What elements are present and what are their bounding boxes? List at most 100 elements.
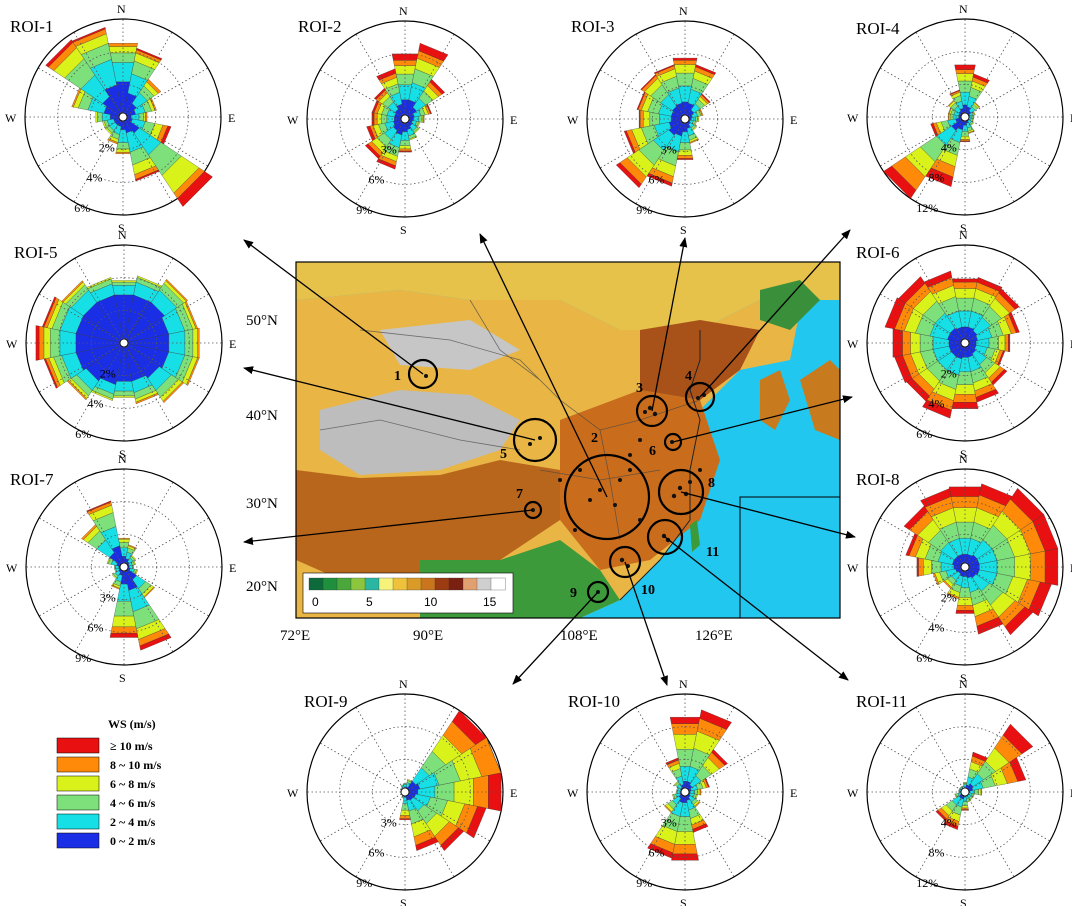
rose-segment <box>110 52 136 63</box>
rose-cardinal-E: E <box>510 786 517 800</box>
rose-segment <box>961 785 965 788</box>
rose-segment <box>135 169 160 182</box>
roi-circle-1 <box>407 358 439 390</box>
rose-grid-spoke <box>879 293 966 344</box>
rose-center <box>960 787 970 797</box>
rose-grid-spoke <box>123 293 210 344</box>
rose-grid-spoke <box>37 116 124 167</box>
lat-tick-40: 40°N <box>246 408 278 424</box>
rose-cardinal-S: S <box>960 447 967 461</box>
rose-cardinal-S: S <box>680 223 687 237</box>
rose-grid-spoke <box>404 742 491 793</box>
rose-cardinal-S: S <box>960 896 967 906</box>
wind-rose-4: ROI-4 4% 8% 12% N E S W <box>847 2 1072 235</box>
rose-grid-spoke <box>599 791 686 842</box>
rose-segment <box>957 80 973 93</box>
rose-cardinal-N: N <box>679 4 688 18</box>
rose-grid-spoke <box>123 517 210 568</box>
rose-segment <box>922 399 952 419</box>
legend: WS (m/s) ≥ 10 m/s 8 ~ 10 m/s 6 ~ 8 m/s 4 ~ … <box>56 717 162 849</box>
rose-segment <box>923 270 953 288</box>
rose-segment <box>919 333 934 353</box>
rose-grid-spoke <box>879 517 966 568</box>
roi-circle-8 <box>657 468 705 516</box>
rose-center <box>960 338 970 348</box>
legend-label: 4 ~ 6 m/s <box>110 796 156 810</box>
rose-segment <box>429 78 446 95</box>
lat-tick-30: 30°N <box>246 496 278 512</box>
rose-wedges <box>935 723 1034 830</box>
rose-cardinal-W: W <box>847 337 859 351</box>
rose-grid-spoke <box>879 342 966 393</box>
rose-segment <box>107 138 119 145</box>
wind-rose-2: ROI-2 3% 6% 9% N E S W <box>287 4 517 237</box>
arrow-roi-10 <box>624 561 668 686</box>
map-colorbar: 0 5 10 15 <box>302 572 514 614</box>
roi-circle-11 <box>646 518 684 556</box>
rose-ring-label: 9% <box>636 876 652 890</box>
rose-segment <box>883 165 917 199</box>
rose-cardinal-W: W <box>5 111 17 125</box>
rose-center <box>680 787 690 797</box>
rose-segment <box>699 108 704 116</box>
rose-cardinal-E: E <box>229 561 236 575</box>
rose-grid-spoke <box>684 33 735 120</box>
rose-ring-label: 12% <box>916 876 938 890</box>
rose-center <box>400 787 410 797</box>
rose-grid-spoke <box>123 566 210 617</box>
rose-cardinal-N: N <box>959 452 968 466</box>
rose-ring-label: 4% <box>87 171 103 185</box>
rose-cardinal-N: N <box>959 2 968 16</box>
lon-tick-108: 108°E <box>560 628 598 644</box>
rose-segment <box>399 818 411 820</box>
legend-title: WS (m/s) <box>108 717 156 731</box>
roi-circles <box>407 358 716 604</box>
rose-segment <box>672 57 698 61</box>
rose-grid-spoke <box>355 33 406 120</box>
arrow-roi-5 <box>243 366 536 441</box>
legend-label: 2 ~ 4 m/s <box>110 815 156 829</box>
legend-swatch <box>56 756 100 773</box>
rose-cardinal-W: W <box>847 111 859 125</box>
rose-grid-spoke <box>635 33 686 120</box>
rose-grid-spoke <box>635 118 686 205</box>
lon-tick-126: 126°E <box>695 628 733 644</box>
colorbar-cell <box>420 577 436 591</box>
rose-grid-spoke <box>684 706 735 793</box>
rose-segment <box>699 788 702 796</box>
rose-segment <box>974 101 981 108</box>
rose-segment <box>971 115 974 119</box>
roi-num-6: 6 <box>649 444 656 459</box>
colorbar-cell <box>378 577 394 591</box>
rose-grid-spoke <box>964 566 1051 617</box>
rose-grid-spoke <box>319 791 406 842</box>
rose-grid-spoke <box>355 791 406 878</box>
rose-ring-label: 4% <box>88 397 104 411</box>
rose-segment <box>916 557 919 577</box>
rose-segment <box>488 772 502 812</box>
rose-grid-spoke <box>964 742 1051 793</box>
roi-circle-7 <box>523 500 543 520</box>
rose-grid-spoke <box>964 517 1051 568</box>
rose-grid-spoke <box>684 791 735 878</box>
rose-segment <box>898 276 926 304</box>
rose-ring-label: 9% <box>75 651 91 665</box>
map-taiwan <box>690 520 700 552</box>
rose-segment <box>978 788 982 796</box>
rose-segment <box>946 592 960 600</box>
rose-grid-spoke <box>123 566 174 653</box>
rose-segment <box>960 139 970 142</box>
rose-grid-spoke <box>355 118 406 205</box>
rose-ring-label: 6% <box>649 846 665 860</box>
rose-segment <box>35 325 40 361</box>
rose-grid-spoke <box>915 791 966 878</box>
map-land-north <box>296 262 840 330</box>
colorbar-cell <box>434 577 450 591</box>
rose-segment <box>111 584 120 590</box>
rose-ring-label: 3% <box>381 815 397 829</box>
rose-cardinal-N: N <box>118 452 127 466</box>
arrow-roi-11 <box>664 536 849 681</box>
rose-segment <box>162 381 185 404</box>
rose-ring-label: 4% <box>929 397 945 411</box>
rose-grid-spoke <box>123 481 174 568</box>
